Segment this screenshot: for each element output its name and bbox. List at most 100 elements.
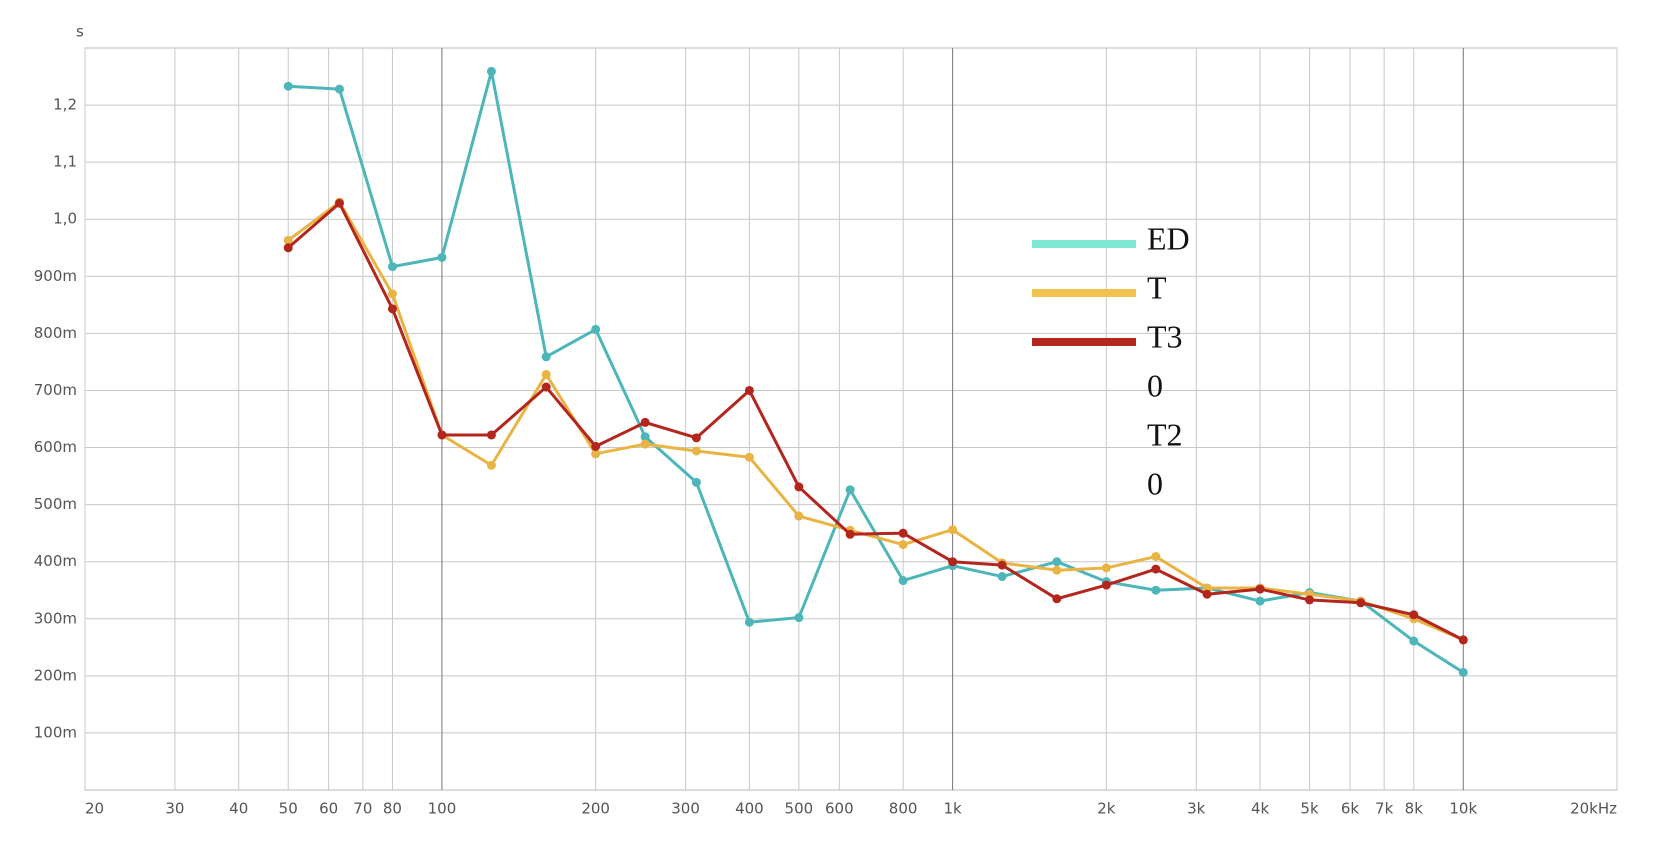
data-point (1458, 635, 1468, 645)
data-point (1305, 595, 1315, 605)
y-tick-label: 800m (34, 324, 77, 342)
data-point (486, 66, 496, 76)
data-point (387, 304, 397, 314)
series-line (287, 200, 1464, 642)
y-tick-label: 500m (34, 495, 77, 513)
data-point (437, 430, 447, 440)
x-tick-label: 5k (1300, 800, 1319, 818)
data-point (1356, 598, 1366, 608)
data-point (845, 529, 855, 539)
data-point (387, 262, 397, 272)
data-point (845, 485, 855, 495)
x-tick-label: 500 (785, 800, 814, 818)
data-point (334, 198, 344, 208)
legend-label: 0 (1147, 367, 1163, 403)
data-point (1052, 594, 1062, 604)
data-point (794, 613, 804, 623)
x-tick-label: 300 (671, 800, 700, 818)
y-tick-label: 300m (34, 609, 77, 627)
x-tick-label: 60 (319, 800, 338, 818)
x-tick-label: 4k (1251, 800, 1270, 818)
data-point (1409, 610, 1419, 620)
y-unit: s (76, 23, 84, 41)
data-point (1101, 563, 1111, 573)
data-point (283, 81, 293, 91)
x-tick-label: 1k (943, 800, 962, 818)
data-point (283, 235, 293, 245)
y-tick-label: 1,1 (53, 153, 77, 171)
x-tick-label: 50 (279, 800, 298, 818)
y-tick-label: 1,0 (53, 210, 77, 228)
series-line (287, 201, 1464, 642)
data-point (334, 84, 344, 94)
data-point (1255, 584, 1265, 594)
y-tick-label: 400m (34, 552, 77, 570)
data-point (794, 482, 804, 492)
y-tick-label: 600m (34, 438, 77, 456)
legend-label: T3 (1147, 318, 1183, 354)
data-point (591, 324, 601, 334)
x-tick-label: 7k (1375, 800, 1394, 818)
legend-label: ED (1147, 220, 1190, 256)
data-point (283, 243, 293, 253)
data-point (948, 557, 958, 567)
data-point (486, 460, 496, 470)
x-tick-label: 200 (581, 800, 610, 818)
x-tick-label: 40 (229, 800, 248, 818)
data-point (691, 446, 701, 456)
y-tick-label: 200m (34, 666, 77, 684)
data-point (898, 540, 908, 550)
data-point (1202, 583, 1212, 593)
legend-label: T (1147, 269, 1167, 305)
legend-label: 0 (1147, 465, 1163, 501)
x-tick-label: 600 (825, 800, 854, 818)
x-tick-label: 6k (1341, 800, 1360, 818)
data-point (640, 432, 650, 442)
data-point (541, 369, 551, 379)
data-point (591, 449, 601, 459)
plot-frame (84, 47, 1618, 791)
data-point (1458, 667, 1468, 677)
data-point (1255, 596, 1265, 606)
data-point (898, 528, 908, 538)
series-line (288, 69, 1465, 674)
x-tick-label: 2k (1097, 800, 1116, 818)
data-point (437, 252, 447, 262)
data-point (1151, 585, 1161, 595)
y-tick-label: 700m (34, 381, 77, 399)
x-tick-label: 80 (383, 800, 402, 818)
data-point (691, 433, 701, 443)
x-tick-label: 3k (1187, 800, 1206, 818)
x-tick-label: 100 (428, 800, 457, 818)
data-point (997, 572, 1007, 582)
data-point (1052, 557, 1062, 567)
data-point (541, 382, 551, 392)
x-tick-label: 400 (735, 800, 764, 818)
data-point (691, 477, 701, 487)
y-tick-label: 900m (34, 267, 77, 285)
data-point (1151, 564, 1161, 574)
data-point (387, 289, 397, 299)
data-point (1409, 636, 1419, 646)
data-point (640, 417, 650, 427)
legend-label: T2 (1147, 416, 1183, 452)
data-point (948, 525, 958, 535)
x-tick-label: 30 (165, 800, 184, 818)
x-tick-label: 800 (889, 800, 918, 818)
x-tick-label: 70 (353, 800, 372, 818)
data-point (1202, 589, 1212, 599)
x-tick-label: 8k (1405, 800, 1424, 818)
data-point (794, 511, 804, 521)
data-point (486, 430, 496, 440)
data-point (1151, 552, 1161, 562)
y-tick-label: 1,2 (53, 96, 77, 114)
data-point (1101, 580, 1111, 590)
x-tick-label: 20kHz (1570, 800, 1617, 818)
data-point (744, 452, 754, 462)
data-point (591, 441, 601, 451)
data-point (997, 560, 1007, 570)
data-point (541, 352, 551, 362)
data-point (744, 385, 754, 395)
data-point (640, 439, 650, 449)
